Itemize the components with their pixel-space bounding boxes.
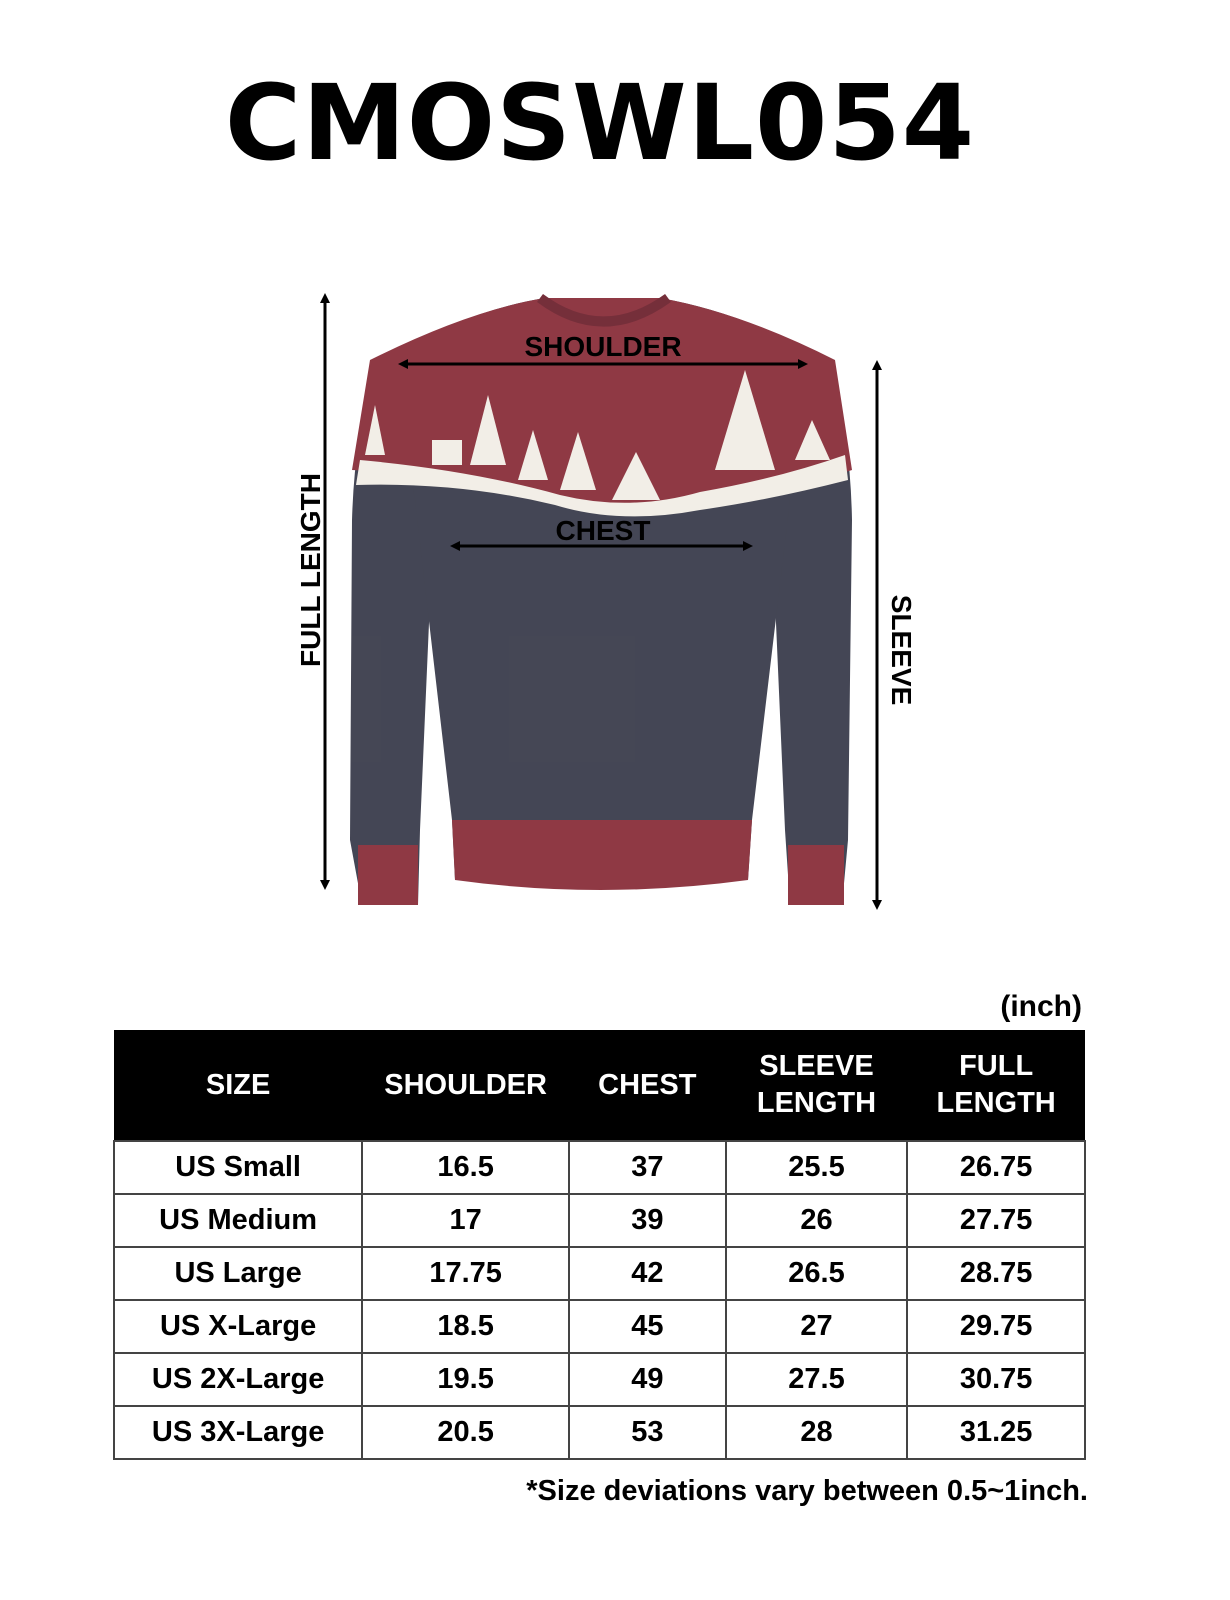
pattern-band — [356, 455, 848, 517]
table-row: US X-Large 18.5 45 27 29.75 — [112, 1299, 1086, 1354]
cell-shoulder: 16.5 — [361, 1140, 570, 1195]
table-row: US Medium 17 39 26 27.75 — [112, 1193, 1086, 1248]
right-cuff — [788, 845, 844, 905]
size-table: SIZE SHOULDER CHEST SLEEVE LENGTH FULL L… — [112, 1030, 1086, 1460]
cell-chest: 39 — [567, 1193, 727, 1248]
cell-full-length: 26.75 — [906, 1140, 1086, 1195]
cell-chest: 49 — [567, 1352, 727, 1407]
cell-size: US Small — [112, 1140, 364, 1195]
size-deviation-footnote: *Size deviations vary between 0.5~1inch. — [526, 1475, 1088, 1507]
cell-sleeve-length: 28 — [724, 1405, 909, 1460]
cell-size: US Large — [112, 1246, 364, 1301]
cell-shoulder: 18.5 — [361, 1299, 570, 1354]
cell-chest: 53 — [567, 1405, 727, 1460]
unit-label: (inch) — [1000, 990, 1082, 1023]
cell-chest: 45 — [567, 1299, 727, 1354]
header-size: SIZE — [114, 1030, 363, 1141]
cell-chest: 42 — [567, 1246, 727, 1301]
table-row: US Small 16.5 37 25.5 26.75 — [112, 1140, 1086, 1195]
shoulder-label: SHOULDER — [524, 331, 681, 362]
sweater-image — [350, 293, 852, 905]
cell-full-length: 31.25 — [906, 1405, 1086, 1460]
hem-band — [452, 820, 752, 890]
full-length-label: FULL LENGTH — [295, 473, 326, 667]
table-row: US Large 17.75 42 26.5 28.75 — [112, 1246, 1086, 1301]
cell-sleeve-length: 27.5 — [724, 1352, 909, 1407]
sleeve-label: SLEEVE — [886, 595, 917, 705]
product-code-title: CMOSWL054 — [224, 62, 976, 184]
cell-full-length: 29.75 — [906, 1299, 1086, 1354]
cell-size: US 2X-Large — [112, 1352, 364, 1407]
table-row: US 3X-Large 20.5 53 28 31.25 — [112, 1405, 1086, 1460]
cell-chest: 37 — [567, 1140, 727, 1195]
table-header-row: SIZE SHOULDER CHEST SLEEVE LENGTH FULL L… — [114, 1030, 1085, 1141]
cell-full-length: 30.75 — [906, 1352, 1086, 1407]
cell-sleeve-length: 27 — [724, 1299, 909, 1354]
neck-collar — [537, 293, 671, 327]
cell-size: US X-Large — [112, 1299, 364, 1354]
header-shoulder: SHOULDER — [362, 1030, 569, 1141]
sweater-measurement-diagram: SHOULDER CHEST FULL LENGTH SLEEVE — [295, 293, 917, 910]
cell-full-length: 28.75 — [906, 1246, 1086, 1301]
tree-motifs — [365, 370, 830, 500]
header-chest: CHEST — [568, 1030, 726, 1141]
cell-size: US Medium — [112, 1193, 364, 1248]
left-cuff — [358, 845, 418, 905]
chest-label: CHEST — [556, 515, 651, 546]
cell-sleeve-length: 26 — [724, 1193, 909, 1248]
header-sleeve-length: SLEEVE LENGTH — [725, 1030, 908, 1141]
cell-shoulder: 19.5 — [361, 1352, 570, 1407]
cell-shoulder: 20.5 — [361, 1405, 570, 1460]
table-row: US 2X-Large 19.5 49 27.5 30.75 — [112, 1352, 1086, 1407]
cell-shoulder: 17 — [361, 1193, 570, 1248]
cell-sleeve-length: 26.5 — [724, 1246, 909, 1301]
cell-sleeve-length: 25.5 — [724, 1140, 909, 1195]
cell-shoulder: 17.75 — [361, 1246, 570, 1301]
cell-size: US 3X-Large — [112, 1405, 364, 1460]
cell-full-length: 27.75 — [906, 1193, 1086, 1248]
header-full-length: FULL LENGTH — [907, 1030, 1085, 1141]
